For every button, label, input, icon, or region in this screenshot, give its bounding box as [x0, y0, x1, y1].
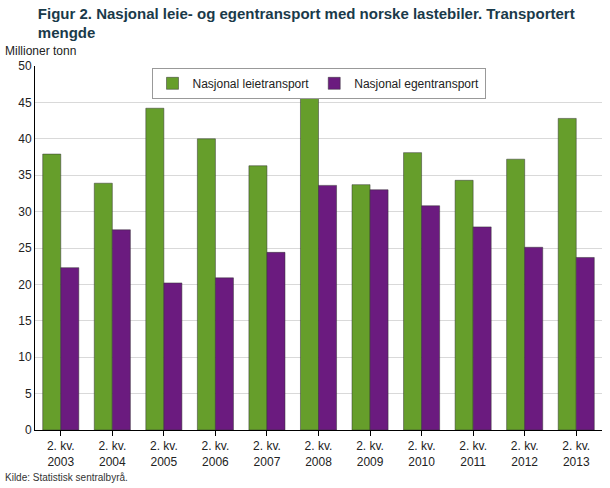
svg-text:2. kv.2013: 2. kv.2013	[562, 439, 590, 469]
svg-text:2. kv.2003: 2. kv.2003	[47, 439, 75, 469]
svg-text:2. kv.2010: 2. kv.2010	[408, 439, 436, 469]
svg-text:40: 40	[18, 132, 32, 146]
svg-text:Nasjonal leietransport: Nasjonal leietransport	[193, 77, 310, 91]
svg-text:35: 35	[18, 168, 32, 182]
svg-text:25: 25	[18, 241, 32, 255]
svg-text:2. kv.2008: 2. kv.2008	[305, 439, 333, 469]
svg-text:2. kv.2004: 2. kv.2004	[98, 439, 126, 469]
svg-text:Nasjonal egentransport: Nasjonal egentransport	[354, 77, 479, 91]
svg-text:30: 30	[18, 205, 32, 219]
svg-text:Kilde: Statistisk sentralbyrå.: Kilde: Statistisk sentralbyrå.	[5, 472, 128, 483]
svg-text:10: 10	[18, 350, 32, 364]
svg-text:20: 20	[18, 278, 32, 292]
svg-text:Millioner tonn: Millioner tonn	[5, 44, 76, 58]
svg-text:2. kv.2012: 2. kv.2012	[511, 439, 539, 469]
svg-text:2. kv.2005: 2. kv.2005	[150, 439, 178, 469]
svg-text:50: 50	[18, 59, 32, 73]
svg-text:2. kv.2009: 2. kv.2009	[356, 439, 384, 469]
svg-text:2. kv.2006: 2. kv.2006	[202, 439, 230, 469]
svg-text:2. kv.2007: 2. kv.2007	[253, 439, 281, 469]
svg-text:5: 5	[25, 387, 32, 401]
svg-text:45: 45	[18, 96, 32, 110]
svg-text:Figur 2. Nasjonal leie- og ege: Figur 2. Nasjonal leie- og egentransport…	[38, 5, 575, 42]
svg-text:2. kv.2011: 2. kv.2011	[459, 439, 487, 469]
svg-text:15: 15	[18, 314, 32, 328]
svg-text:0: 0	[25, 423, 32, 437]
